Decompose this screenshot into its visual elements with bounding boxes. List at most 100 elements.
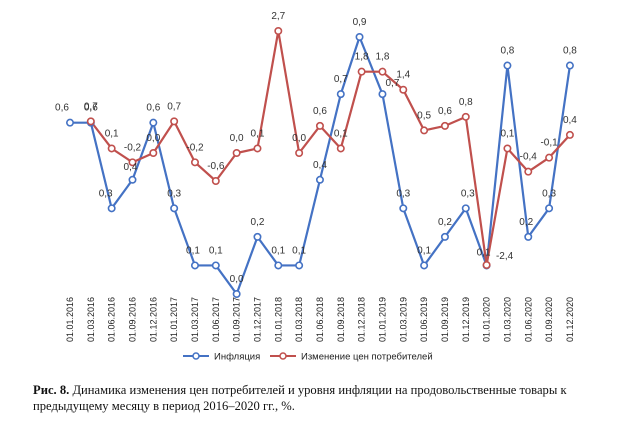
data-label: 0,1 bbox=[271, 245, 285, 256]
data-label: 0,1 bbox=[417, 245, 431, 256]
data-label: -0,6 bbox=[207, 161, 225, 172]
data-label: -0,2 bbox=[186, 142, 204, 153]
data-point-marker bbox=[378, 90, 387, 99]
legend-entry-consumer-prices: Изменение цен потребителей bbox=[301, 352, 433, 363]
data-label: 0,6 bbox=[313, 106, 327, 117]
data-point-marker bbox=[503, 144, 512, 153]
data-point-marker bbox=[565, 61, 574, 70]
data-label: 0,3 bbox=[461, 188, 475, 199]
data-label: 0,0 bbox=[146, 133, 160, 144]
data-label: 0,1 bbox=[105, 128, 119, 139]
data-label: 0,1 bbox=[209, 245, 223, 256]
data-label: 2,7 bbox=[271, 11, 285, 22]
data-point-marker bbox=[295, 261, 304, 270]
data-point-marker bbox=[170, 117, 179, 126]
x-tick-label: 01.06.2020 bbox=[523, 297, 533, 342]
x-tick-label: 01.12.2018 bbox=[357, 297, 367, 342]
data-label: 0,3 bbox=[167, 188, 181, 199]
data-point-marker bbox=[107, 204, 116, 213]
data-label: 0,6 bbox=[84, 103, 98, 114]
x-tick-label: 01.01.2020 bbox=[482, 297, 492, 342]
data-point-marker bbox=[66, 118, 75, 127]
data-point-marker bbox=[524, 167, 533, 176]
data-labels: 0,6 0,6 0,3 0,4 0,6 0,3 0,1 0,1 0,0 0,2 0,1 0,1 0,4 0… bbox=[55, 11, 577, 285]
figure-caption: Рис. 8. Динамика изменения цен потребите… bbox=[33, 382, 618, 414]
x-tick-label: 01.03.2019 bbox=[398, 297, 408, 342]
data-label: 0,8 bbox=[459, 97, 473, 108]
data-point-marker bbox=[274, 261, 283, 270]
data-label: 0,3 bbox=[542, 188, 556, 199]
data-point-marker bbox=[149, 149, 158, 158]
data-label: 0,4 bbox=[124, 162, 138, 173]
data-point-marker bbox=[315, 175, 324, 184]
data-label: 0,1 bbox=[186, 245, 200, 256]
data-label: -2,4 bbox=[496, 251, 514, 262]
data-label: -0,1 bbox=[540, 138, 558, 149]
x-tick-label: 01.06.2016 bbox=[107, 297, 117, 342]
data-label: 0,2 bbox=[519, 217, 533, 228]
data-point-marker bbox=[149, 118, 158, 127]
data-point-marker bbox=[503, 61, 512, 70]
data-point-marker bbox=[378, 67, 387, 76]
data-label: 0,7 bbox=[334, 74, 348, 85]
x-tick-label: 01.01.2017 bbox=[169, 297, 179, 342]
legend-marker-swatch bbox=[279, 352, 287, 360]
x-tick-label: 01.01.2019 bbox=[377, 297, 387, 342]
data-point-marker bbox=[545, 204, 554, 213]
data-point-marker bbox=[482, 260, 491, 269]
x-tick-label: 01.06.2017 bbox=[211, 297, 221, 342]
data-point-marker bbox=[461, 204, 470, 213]
figure-caption-text: Динамика изменения цен потребителей и ур… bbox=[33, 383, 567, 413]
figure-number: Рис. 8. bbox=[33, 383, 70, 397]
x-axis-ticks: 01.01.2016 01.03.2016 01.06.2016 01.09.2016… bbox=[65, 297, 575, 342]
x-tick-label: 01.09.2016 bbox=[127, 297, 137, 342]
x-tick-label: 01.03.2017 bbox=[190, 297, 200, 342]
data-point-marker bbox=[211, 261, 220, 270]
x-tick-label: 01.12.2017 bbox=[252, 297, 262, 342]
data-label: 0,0 bbox=[230, 133, 244, 144]
data-label: 0,6 bbox=[55, 103, 69, 114]
x-tick-label: 01.12.2020 bbox=[565, 297, 575, 342]
x-tick-label: 01.12.2016 bbox=[148, 297, 158, 342]
line-chart: 0,6 0,6 0,3 0,4 0,6 0,3 0,1 0,1 0,0 0,2 0,1 0,1 0,4 0… bbox=[55, 11, 577, 363]
x-tick-label: 01.03.2018 bbox=[294, 297, 304, 342]
data-label: 0,1 bbox=[500, 128, 514, 139]
data-point-marker bbox=[336, 90, 345, 99]
x-tick-label: 01.12.2019 bbox=[461, 297, 471, 342]
data-label: 0,7 bbox=[84, 101, 98, 112]
data-point-marker bbox=[190, 261, 199, 270]
data-point-marker bbox=[545, 153, 554, 162]
x-tick-label: 01.01.2016 bbox=[65, 297, 75, 342]
data-point-marker bbox=[399, 204, 408, 213]
x-tick-label: 01.06.2019 bbox=[419, 297, 429, 342]
series-line-consumer-prices bbox=[89, 29, 571, 267]
data-point-marker bbox=[253, 232, 262, 241]
legend-marker-swatch bbox=[192, 352, 200, 360]
data-point-marker bbox=[420, 261, 429, 270]
legend-entry-inflation: Инфляция bbox=[214, 352, 260, 363]
data-point-marker bbox=[399, 85, 408, 94]
data-point-marker bbox=[107, 144, 116, 153]
x-tick-label: 01.01.2018 bbox=[273, 297, 283, 342]
data-label: 0,4 bbox=[313, 160, 327, 171]
x-tick-label: 01.09.2017 bbox=[232, 297, 242, 342]
data-label: 0,9 bbox=[353, 17, 367, 28]
data-point-marker bbox=[190, 158, 199, 167]
data-label: 0,6 bbox=[146, 103, 160, 114]
data-point-marker bbox=[253, 144, 262, 153]
data-point-marker bbox=[274, 26, 283, 35]
data-label: 0,6 bbox=[438, 106, 452, 117]
x-tick-label: 01.09.2019 bbox=[440, 297, 450, 342]
data-label: 0,0 bbox=[292, 133, 306, 144]
data-label: 0,7 bbox=[385, 78, 399, 89]
data-point-marker bbox=[86, 117, 95, 126]
data-point-marker bbox=[336, 144, 345, 153]
data-point-marker bbox=[232, 149, 241, 158]
data-label: 0,3 bbox=[99, 188, 113, 199]
data-label: 0,2 bbox=[251, 217, 265, 228]
data-point-marker bbox=[440, 121, 449, 130]
data-label: 0,3 bbox=[396, 188, 410, 199]
data-point-marker bbox=[170, 204, 179, 213]
data-label: 0,1 bbox=[334, 128, 348, 139]
data-point-marker bbox=[565, 130, 574, 139]
